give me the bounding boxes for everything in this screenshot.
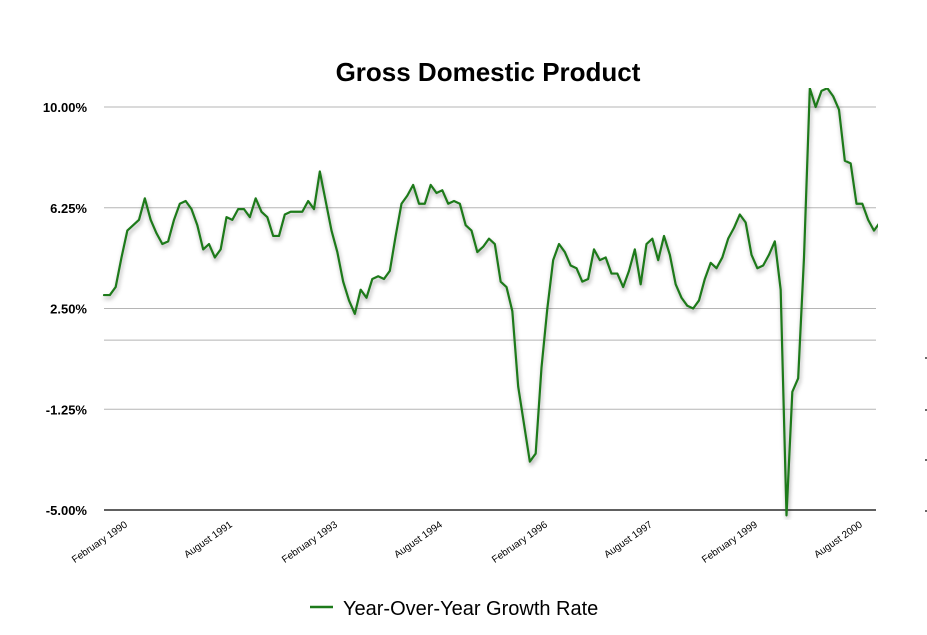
y-tick-label-3: -1.25% [46, 402, 88, 417]
gridlines [104, 106, 876, 511]
x-tick-label-7: August 2000 [812, 519, 865, 560]
right-edge-marks [925, 357, 927, 512]
y-tick-label-0: 10.00% [43, 100, 88, 115]
x-axis-tick-labels: February 1990 August 1991 February 1993 Aug… [70, 519, 865, 566]
x-tick-label-0: February 1990 [70, 519, 130, 566]
x-tick-label-2: February 1993 [280, 519, 340, 566]
y-tick-label-1: 6.25% [50, 201, 87, 216]
x-tick-label-4: February 1996 [490, 519, 550, 566]
legend-label: Year-Over-Year Growth Rate [343, 598, 598, 620]
x-tick-label-3: August 1994 [392, 519, 445, 560]
y-axis-tick-labels: 10.00% 6.25% 2.50% -1.25% -5.00% [43, 100, 88, 518]
x-tick-label-5: August 1997 [602, 519, 655, 560]
x-tick-label-1: August 1991 [182, 519, 235, 560]
y-tick-label-2: 2.50% [50, 302, 87, 317]
y-tick-label-4: -5.00% [46, 503, 88, 518]
chart-title: Gross Domestic Product [336, 57, 641, 87]
series-group [102, 88, 878, 517]
legend: Year-Over-Year Growth Rate [310, 598, 598, 620]
x-tick-label-6: February 1999 [700, 519, 760, 566]
series-line-0 [102, 88, 878, 517]
